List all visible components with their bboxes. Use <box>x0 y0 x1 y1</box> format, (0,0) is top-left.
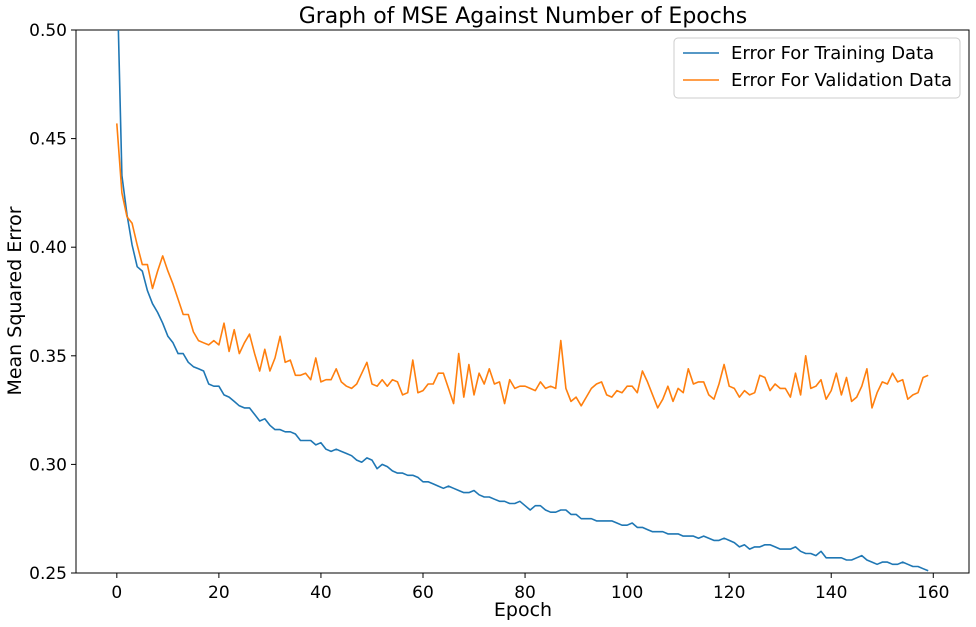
legend-box <box>673 37 961 99</box>
y-axis: 0.25 0.30 0.35 0.40 0.45 0.50 <box>29 21 76 584</box>
x-tick-label: 120 <box>713 583 745 603</box>
x-tick-label: 60 <box>412 583 434 603</box>
x-tick-label: 140 <box>815 583 847 603</box>
y-tick-label: 0.35 <box>29 347 67 367</box>
y-tick-label: 0.25 <box>29 564 67 584</box>
y-axis-label: Mean Squared Error <box>4 206 26 395</box>
chart-title: Graph of MSE Against Number of Epochs <box>299 4 748 29</box>
y-tick-label: 0.30 <box>29 455 67 475</box>
legend-label-validation: Error For Validation Data <box>731 70 952 91</box>
legend-label-training: Error For Training Data <box>731 43 934 64</box>
plot-area <box>75 29 970 574</box>
x-tick-label: 160 <box>917 583 949 603</box>
x-tick-label: 80 <box>514 583 536 603</box>
y-tick-label: 0.45 <box>29 130 67 150</box>
y-tick-label: 0.40 <box>29 238 67 258</box>
legend: Error For Training Data Error For Valida… <box>673 37 961 99</box>
x-tick-label: 20 <box>208 583 230 603</box>
x-tick-label: 40 <box>310 583 332 603</box>
series-line-training <box>117 30 929 572</box>
y-tick-label: 0.50 <box>29 21 67 41</box>
x-tick-label: 100 <box>611 583 643 603</box>
x-tick-label: 0 <box>111 583 122 603</box>
series-line-validation <box>116 123 929 409</box>
x-axis-label: Epoch <box>494 599 552 621</box>
series-lines <box>116 30 929 572</box>
x-axis: 0 20 40 60 80 100 120 140 160 <box>111 573 950 603</box>
